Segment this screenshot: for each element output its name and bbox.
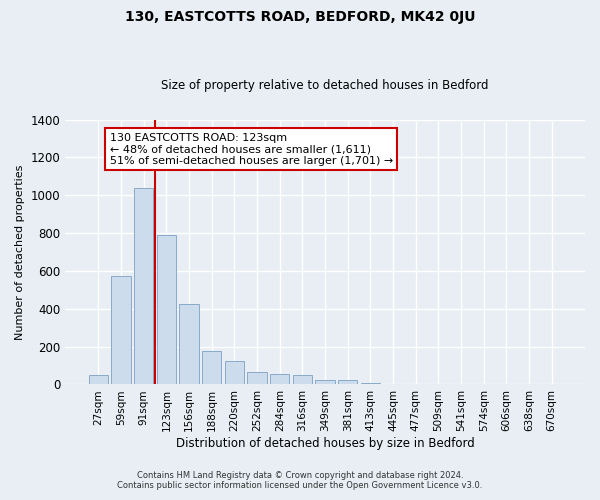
Bar (247, 372, 267, 384)
Text: Contains HM Land Registry data © Crown copyright and database right 2024.
Contai: Contains HM Land Registry data © Crown c… (118, 470, 482, 490)
Bar (89, 375, 108, 384)
Bar (112, 276, 131, 384)
Bar (270, 374, 289, 384)
X-axis label: Distribution of detached houses by size in Bedford: Distribution of detached houses by size … (176, 437, 475, 450)
Text: 130, EASTCOTTS ROAD, BEDFORD, MK42 0JU: 130, EASTCOTTS ROAD, BEDFORD, MK42 0JU (125, 10, 475, 24)
Bar (293, 375, 312, 384)
Bar (316, 380, 335, 384)
Title: Size of property relative to detached houses in Bedford: Size of property relative to detached ho… (161, 79, 489, 92)
Bar (361, 382, 380, 384)
Text: 130 EASTCOTTS ROAD: 123sqm
← 48% of detached houses are smaller (1,611)
51% of s: 130 EASTCOTTS ROAD: 123sqm ← 48% of deta… (110, 133, 393, 166)
Bar (157, 235, 176, 384)
Bar (134, 188, 154, 384)
Bar (225, 361, 244, 384)
Bar (338, 380, 358, 384)
Y-axis label: Number of detached properties: Number of detached properties (15, 164, 25, 340)
Bar (202, 352, 221, 384)
Bar (179, 304, 199, 384)
